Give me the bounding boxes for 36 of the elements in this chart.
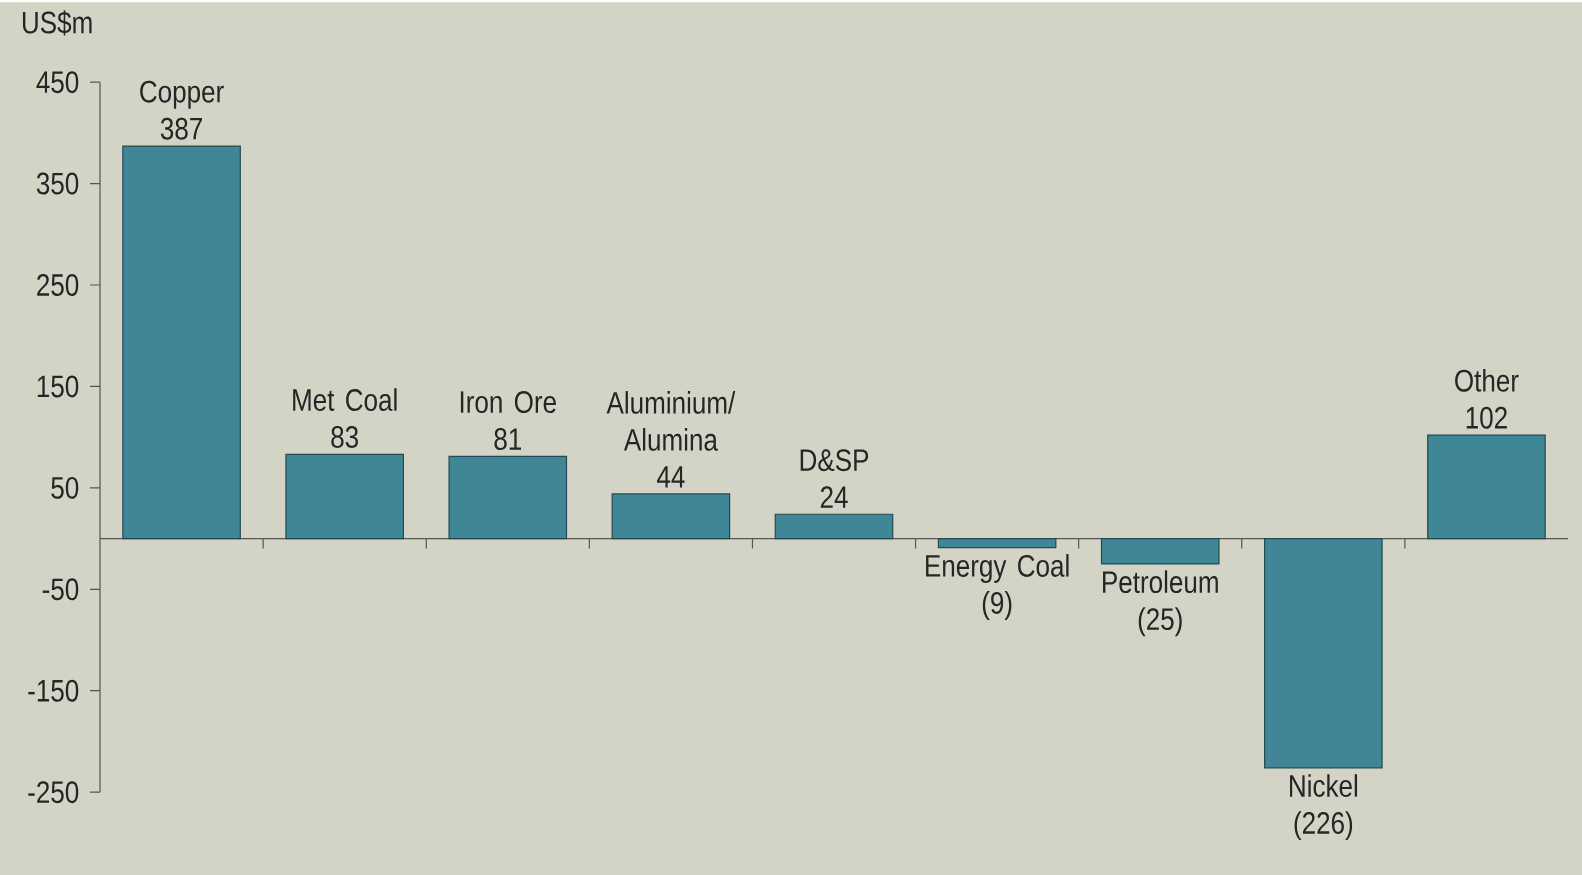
y-axis-title: US$m: [22, 10, 92, 36]
y-tick-label: 250: [37, 273, 79, 296]
bar: [1264, 537, 1383, 769]
y-tick-label: -150: [28, 679, 79, 702]
bar: [122, 145, 241, 540]
x-tick-label: Petroleum: [1103, 570, 1218, 594]
y-tick-label: 150: [37, 375, 79, 398]
x-tick-label: D&SP: [800, 449, 869, 472]
data-label: 387: [160, 117, 202, 140]
data-label: (9): [982, 591, 1012, 620]
bar: [774, 513, 894, 540]
x-tick-label: Iron Ore: [460, 391, 556, 413]
data-label: 83: [331, 425, 358, 448]
y-tick-label: 350: [36, 172, 79, 195]
y-tick-label: 50: [51, 476, 79, 499]
x-tick-label: Copper: [140, 80, 224, 109]
data-label: 102: [1466, 406, 1507, 429]
x-tick-label: Met Coal: [293, 388, 397, 411]
y-tick-label: -250: [28, 781, 79, 804]
y-tick-label: -50: [42, 578, 79, 601]
data-label: 81: [494, 428, 521, 450]
bar: [937, 537, 1057, 549]
x-tick-label: Aluminium/Alumina: [606, 391, 736, 451]
data-label: 44: [657, 466, 685, 488]
data-label: 24: [820, 486, 848, 508]
data-label: (25): [1138, 607, 1182, 637]
x-tick-label: Other: [1455, 368, 1519, 392]
bar: [448, 455, 568, 540]
bar: [1100, 537, 1220, 565]
bar: [285, 453, 404, 540]
x-tick-label: Nickel: [1290, 774, 1358, 797]
bar: [1427, 434, 1546, 540]
y-tick-label: 450: [36, 71, 79, 94]
data-label: (226): [1294, 811, 1353, 841]
bar: [611, 493, 731, 540]
x-tick-label: Energy Coal: [926, 554, 1069, 583]
